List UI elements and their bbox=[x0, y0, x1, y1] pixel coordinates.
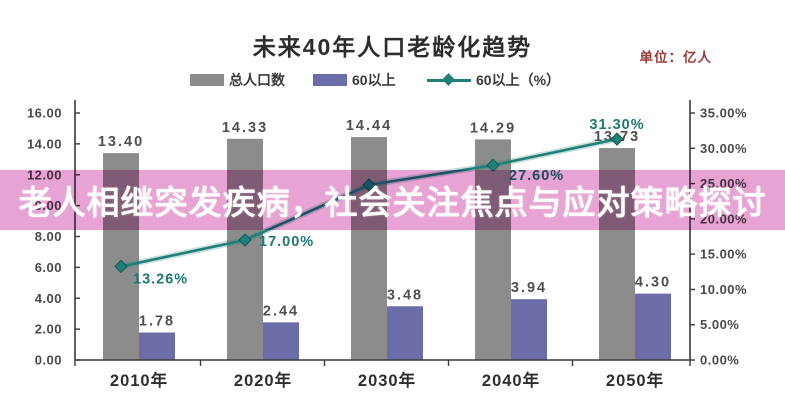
overlay-band bbox=[0, 170, 785, 230]
left-axis-tick-label: 8.00 bbox=[35, 229, 62, 244]
over-60-swatch bbox=[313, 74, 347, 86]
total-population-swatch bbox=[190, 74, 224, 86]
legend-label: 总人口数 bbox=[229, 72, 285, 88]
over-60-bar bbox=[387, 306, 423, 360]
line-point-diamond bbox=[610, 132, 624, 146]
x-axis-category-label: 2040年 bbox=[482, 370, 540, 390]
right-axis-tick-label: 30.00% bbox=[700, 141, 747, 156]
left-axis-tick-label: 4.00 bbox=[35, 291, 62, 306]
over-60-bar-label: 2.44 bbox=[263, 303, 299, 319]
line-point-diamond bbox=[114, 259, 128, 274]
over-60-percent-line-swatch bbox=[427, 73, 471, 86]
x-axis-category-label: 2030年 bbox=[358, 370, 416, 390]
total-population-bar-label: 14.29 bbox=[470, 120, 516, 136]
right-axis-tick-label: 35.00% bbox=[700, 106, 747, 121]
legend-item-total-population: 总人口数 bbox=[190, 70, 285, 90]
x-axis-category-label: 2050年 bbox=[606, 370, 664, 390]
over-60-bar-label: 4.30 bbox=[635, 275, 671, 291]
over-60-bar bbox=[139, 332, 175, 360]
x-axis-category-label: 2010年 bbox=[110, 370, 168, 390]
total-population-bar-label: 14.33 bbox=[222, 120, 268, 136]
legend-item-over-60-percent: 60以上（%） bbox=[427, 70, 560, 90]
right-axis-tick-label: 15.00% bbox=[700, 247, 747, 262]
percent-point-label: 31.30% bbox=[589, 117, 644, 133]
left-axis-tick-label: 2.00 bbox=[35, 322, 62, 337]
axis-frame bbox=[74, 100, 691, 361]
page-title: 未来40年人口老龄化趋势 bbox=[252, 34, 533, 60]
legend-item-over-60: 60以上 bbox=[313, 70, 396, 90]
right-axis-tick-label: 10.00% bbox=[700, 282, 747, 297]
over-60-bar bbox=[635, 293, 671, 360]
legend: 总人口数 60以上 60以上（%） bbox=[0, 70, 785, 90]
percent-point-label: 13.26% bbox=[133, 271, 188, 287]
over-60-bar-label: 1.78 bbox=[139, 314, 175, 330]
legend-label: 60以上 bbox=[352, 72, 396, 88]
legend-label: 60以上（%） bbox=[476, 72, 561, 88]
left-axis-tick-label: 14.00 bbox=[27, 136, 62, 151]
over-60-bar-label: 3.94 bbox=[511, 280, 547, 296]
percent-point-label: 17.00% bbox=[259, 234, 314, 250]
right-axis-tick-label: 5.00% bbox=[700, 317, 739, 332]
left-axis-tick-label: 6.00 bbox=[35, 260, 62, 275]
left-axis-tick-label: 0.00 bbox=[35, 353, 62, 368]
right-axis-tick-label: 0.00% bbox=[700, 353, 739, 368]
total-population-bar-label: 13.40 bbox=[98, 134, 144, 150]
total-population-bar-label: 14.44 bbox=[346, 118, 392, 134]
unit-label: 单位：亿人 bbox=[639, 50, 712, 65]
line-point-diamond bbox=[238, 233, 252, 247]
over-60-bar-label: 3.48 bbox=[387, 287, 423, 303]
left-axis-tick-label: 16.00 bbox=[27, 106, 62, 121]
over-60-bar bbox=[263, 322, 299, 360]
x-axis-category-label: 2020年 bbox=[234, 370, 292, 390]
overlay-headline: 老人相继突发疾病，社会关注焦点与应对策略探讨 bbox=[18, 184, 767, 221]
over-60-bar bbox=[511, 299, 547, 360]
